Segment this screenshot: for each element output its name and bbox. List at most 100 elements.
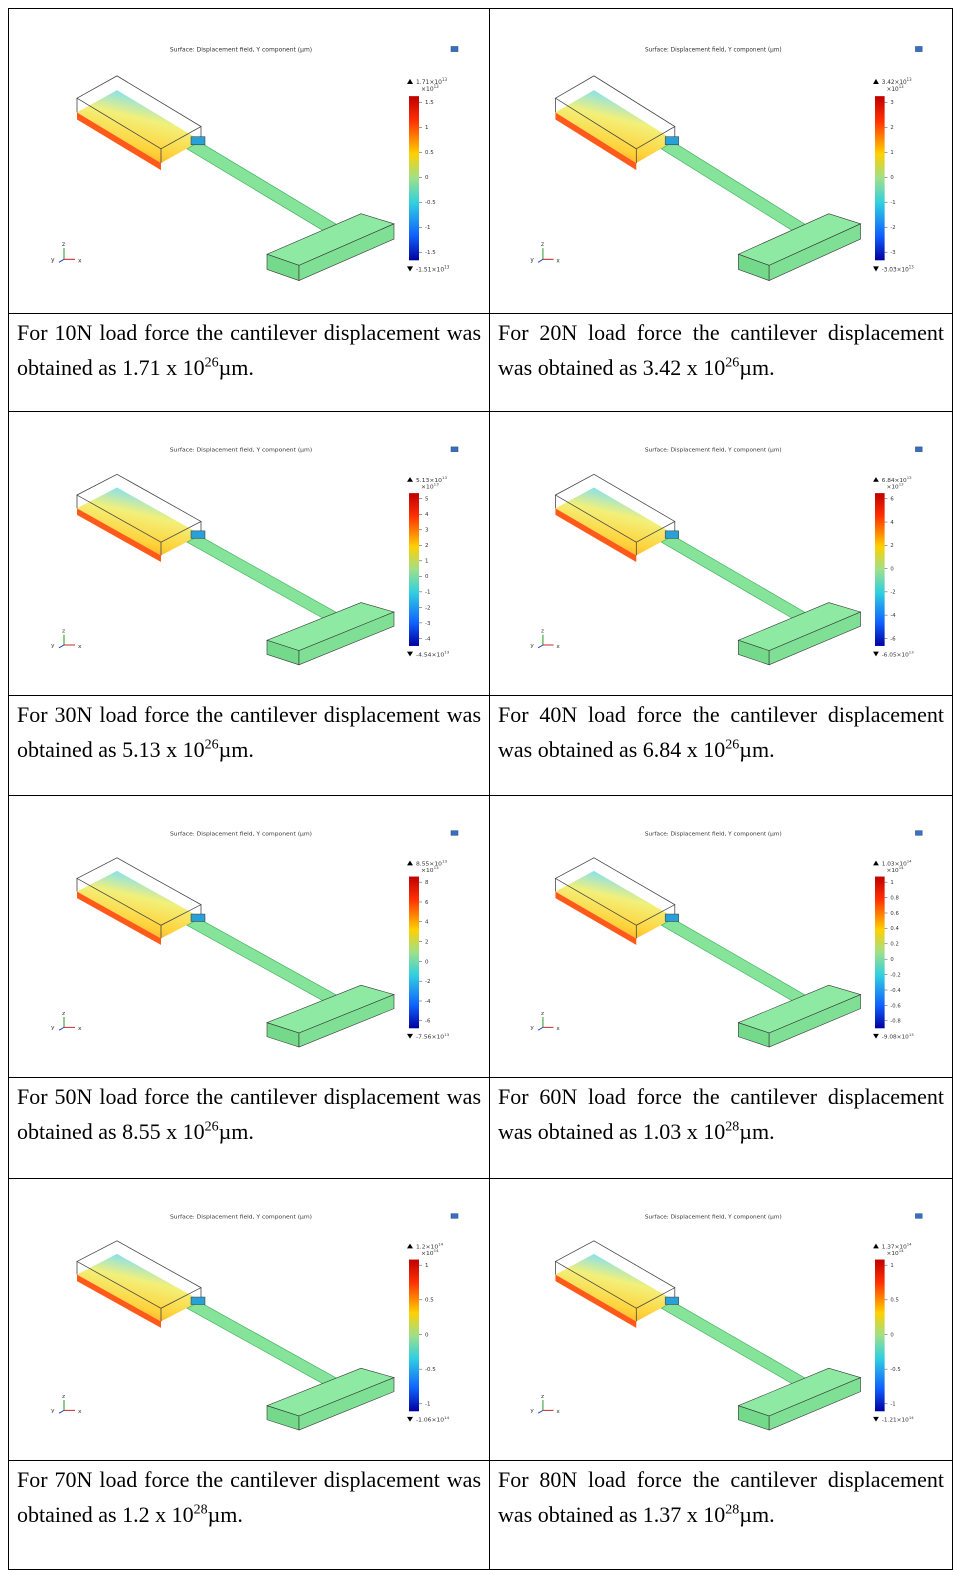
colorbar-tick-label: 0 (425, 574, 429, 580)
colorbar-tick-label: 3 (890, 100, 894, 106)
triad-z-label: z (541, 1394, 544, 1400)
multiplier-exponent: 13 (434, 482, 440, 487)
caption-unit: µm. (739, 1502, 775, 1527)
min-label: -6.05×1013 (882, 650, 915, 659)
colorbar-tick-label: 0.6 (890, 911, 898, 917)
colorbar-tick-label: 2 (890, 543, 893, 549)
plate-edge (555, 891, 637, 945)
caption-unit: µm. (739, 1119, 775, 1144)
min-mantissa: -4.54×10 (416, 652, 444, 658)
colorbar-tick-label: 0.2 (890, 942, 898, 948)
max-label: 1.03×1014 (882, 859, 912, 868)
multiplier-base: ×10 (421, 868, 434, 874)
simulation-image: Surface: Displacement field, Y component… (51, 46, 459, 282)
icon (915, 830, 923, 836)
block-side (768, 994, 861, 1048)
min-exponent: 13 (909, 650, 914, 655)
colorbar-tick-label: 2 (890, 125, 893, 131)
triad-y-label: y (51, 643, 55, 649)
min-marker (407, 1033, 413, 1039)
caption-unit: µm. (218, 737, 254, 762)
colorbar-tick-label: 6 (425, 900, 429, 906)
max-mantissa: 6.84×10 (882, 478, 907, 484)
max-exponent: 14 (438, 1242, 444, 1247)
max-exponent: 13 (907, 77, 912, 82)
icon (450, 1213, 459, 1219)
wire-frame (554, 857, 676, 926)
multiplier: ×1013 (421, 482, 439, 491)
anchor-block (190, 136, 206, 146)
plate-top (77, 870, 201, 939)
multiplier: ×1013 (421, 84, 439, 93)
colorbar-tick-label: -6 (425, 1019, 431, 1025)
max-label: 1.37×1014 (882, 1242, 912, 1251)
colorbar-tick-label: 4 (425, 512, 429, 518)
caption-cell: For 20N load force the cantilever displa… (489, 313, 953, 412)
triad-y (537, 258, 544, 263)
caption-text: For 50N load force the cantilever displa… (17, 1084, 481, 1144)
image-cell: Surface: Displacement field, Y component… (8, 1178, 490, 1461)
colorbar-tick-label: -0.2 (890, 973, 900, 979)
simulation-image: Surface: Displacement field, Y component… (530, 1213, 923, 1431)
multiplier-exponent: 13 (899, 482, 904, 487)
caption-text: For 20N load force the cantilever displa… (498, 320, 944, 380)
multiplier: ×1014 (887, 1248, 905, 1257)
colorbar-tick-label: -0.6 (890, 1003, 900, 1009)
anchor-block (664, 913, 679, 922)
min-label: -7.56×1013 (416, 1032, 450, 1041)
colorbar-tick-label: 0.4 (890, 926, 899, 932)
triad-y-label: y (530, 1408, 534, 1414)
multiplier: ×1013 (421, 865, 439, 874)
caption-exponent: 26 (204, 737, 219, 753)
colorbar (409, 1259, 419, 1412)
caption-exponent: 28 (725, 1502, 740, 1518)
multiplier-exponent: 13 (434, 84, 440, 89)
icon (450, 830, 459, 836)
min-mantissa: -1.51×10 (416, 266, 444, 273)
max-label: 5.13×1013 (416, 475, 448, 484)
block-side (768, 1377, 861, 1431)
colorbar-tick-label: 1 (425, 125, 428, 131)
triad-y (58, 1026, 65, 1031)
icon (450, 446, 459, 452)
caption-text: For 80N load force the cantilever displa… (498, 1467, 944, 1527)
colorbar-tick-label: 0 (890, 1332, 893, 1338)
colorbar (409, 876, 419, 1029)
triad-y (537, 1026, 544, 1031)
icon (450, 46, 459, 52)
colorbar-tick-label: -4 (425, 999, 431, 1005)
caption-cell: For 50N load force the cantilever displa… (8, 1077, 490, 1179)
triad-y-label: y (51, 1408, 55, 1414)
image-title: Surface: Displacement field, Y component… (645, 448, 782, 454)
triad-z-label: z (62, 241, 65, 248)
max-marker (873, 477, 879, 482)
beam (186, 535, 340, 621)
min-mantissa: -1.06×10 (416, 1418, 444, 1424)
multiplier-base: ×10 (887, 868, 900, 874)
plate-top (555, 870, 675, 939)
multiplier-base: ×10 (421, 86, 434, 93)
caption-exponent: 28 (193, 1502, 208, 1518)
min-label: -3.03×1013 (882, 264, 914, 273)
triad-x-label: x (78, 257, 82, 264)
simulation-image: Surface: Displacement field, Y component… (51, 830, 459, 1048)
colorbar-tick-label: 0 (425, 1332, 429, 1338)
multiplier-base: ×10 (887, 87, 899, 93)
triad-x-label: x (556, 1409, 560, 1415)
colorbar-tick-label: 1 (890, 880, 893, 886)
triad-x-label: x (556, 1026, 560, 1032)
caption-text: For 10N load force the cantilever displa… (17, 320, 481, 380)
max-marker (407, 477, 413, 482)
triad-y-label: y (530, 257, 534, 263)
icon (915, 1213, 923, 1219)
max-mantissa: 8.55×10 (416, 861, 442, 867)
anchor-block (190, 1296, 206, 1305)
beam (660, 1301, 809, 1387)
anchor-block (190, 913, 206, 922)
image-cell: Surface: Displacement field, Y component… (489, 411, 953, 696)
caption-exponent: 26 (204, 355, 219, 371)
min-mantissa: -1.21×10 (882, 1418, 909, 1424)
min-label: -9.08×1013 (882, 1032, 915, 1041)
colorbar-tick-label: 5 (425, 497, 428, 503)
colorbar (875, 493, 885, 646)
